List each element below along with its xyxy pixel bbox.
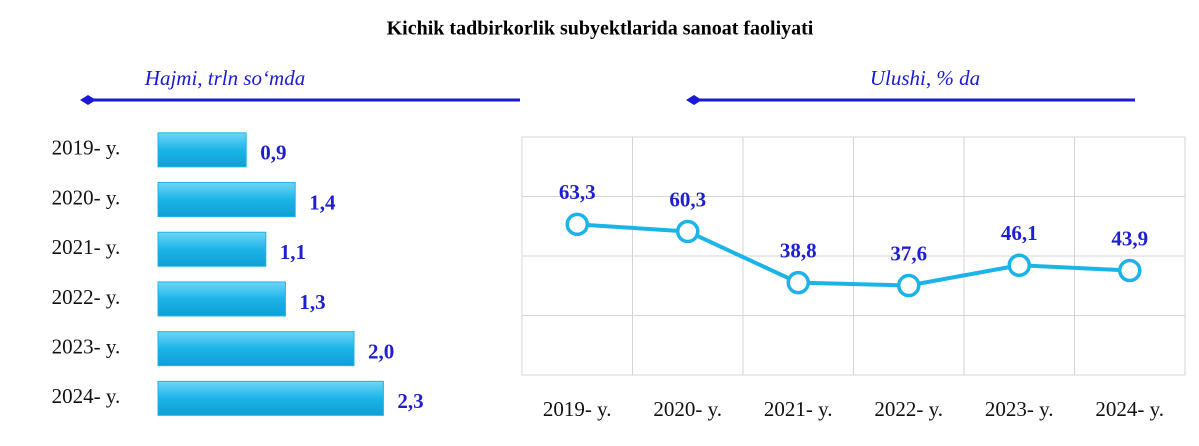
- chart-title: Kichik tadbirkorlik subyektlarida sanoat…: [387, 18, 814, 40]
- bar: [157, 132, 247, 168]
- y-tick-label: 2021- y.: [52, 235, 121, 259]
- point: [676, 219, 700, 244]
- point: [565, 212, 589, 237]
- rule-marker: [686, 95, 702, 105]
- x-tick-label: 2024- y.: [1095, 397, 1164, 421]
- value-label: 2,3: [397, 389, 423, 413]
- bar: [157, 182, 296, 218]
- bar: [157, 231, 267, 267]
- bar: [157, 281, 286, 317]
- point: [1007, 253, 1031, 278]
- y-tick-label: 2019- y.: [52, 136, 121, 160]
- value-label: 63,3: [559, 180, 596, 204]
- value-label: 43,9: [1111, 226, 1148, 250]
- value-label: 60,3: [669, 187, 706, 211]
- bar: [157, 380, 384, 416]
- point: [1118, 258, 1142, 283]
- subtitle: Ulushi, % da: [870, 66, 980, 90]
- value-label: 2,0: [368, 339, 394, 363]
- value-label: 46,1: [1001, 221, 1038, 245]
- x-tick-label: 2021- y.: [764, 397, 833, 421]
- x-tick-label: 2020- y.: [653, 397, 722, 421]
- y-tick-label: 2024- y.: [52, 384, 121, 408]
- rule-marker: [80, 95, 96, 105]
- line: [577, 222, 1130, 288]
- y-tick-label: 2020- y.: [52, 185, 121, 209]
- value-label: 37,6: [890, 241, 927, 265]
- x-tick-label: 2023- y.: [985, 397, 1054, 421]
- y-tick-label: 2022- y.: [52, 285, 121, 309]
- point: [897, 273, 921, 298]
- value-label: 1,3: [299, 290, 325, 314]
- bar: [157, 331, 355, 367]
- x-tick-label: 2022- y.: [874, 397, 943, 421]
- value-label: 1,4: [309, 190, 336, 214]
- value-label: 0,9: [260, 141, 286, 165]
- value-label: 1,1: [280, 240, 306, 264]
- point: [786, 270, 810, 295]
- y-tick-label: 2023- y.: [52, 334, 121, 358]
- x-tick-label: 2019- y.: [543, 397, 612, 421]
- subtitle: Hajmi, trln so‘mda: [144, 66, 305, 90]
- value-label: 38,8: [780, 238, 817, 262]
